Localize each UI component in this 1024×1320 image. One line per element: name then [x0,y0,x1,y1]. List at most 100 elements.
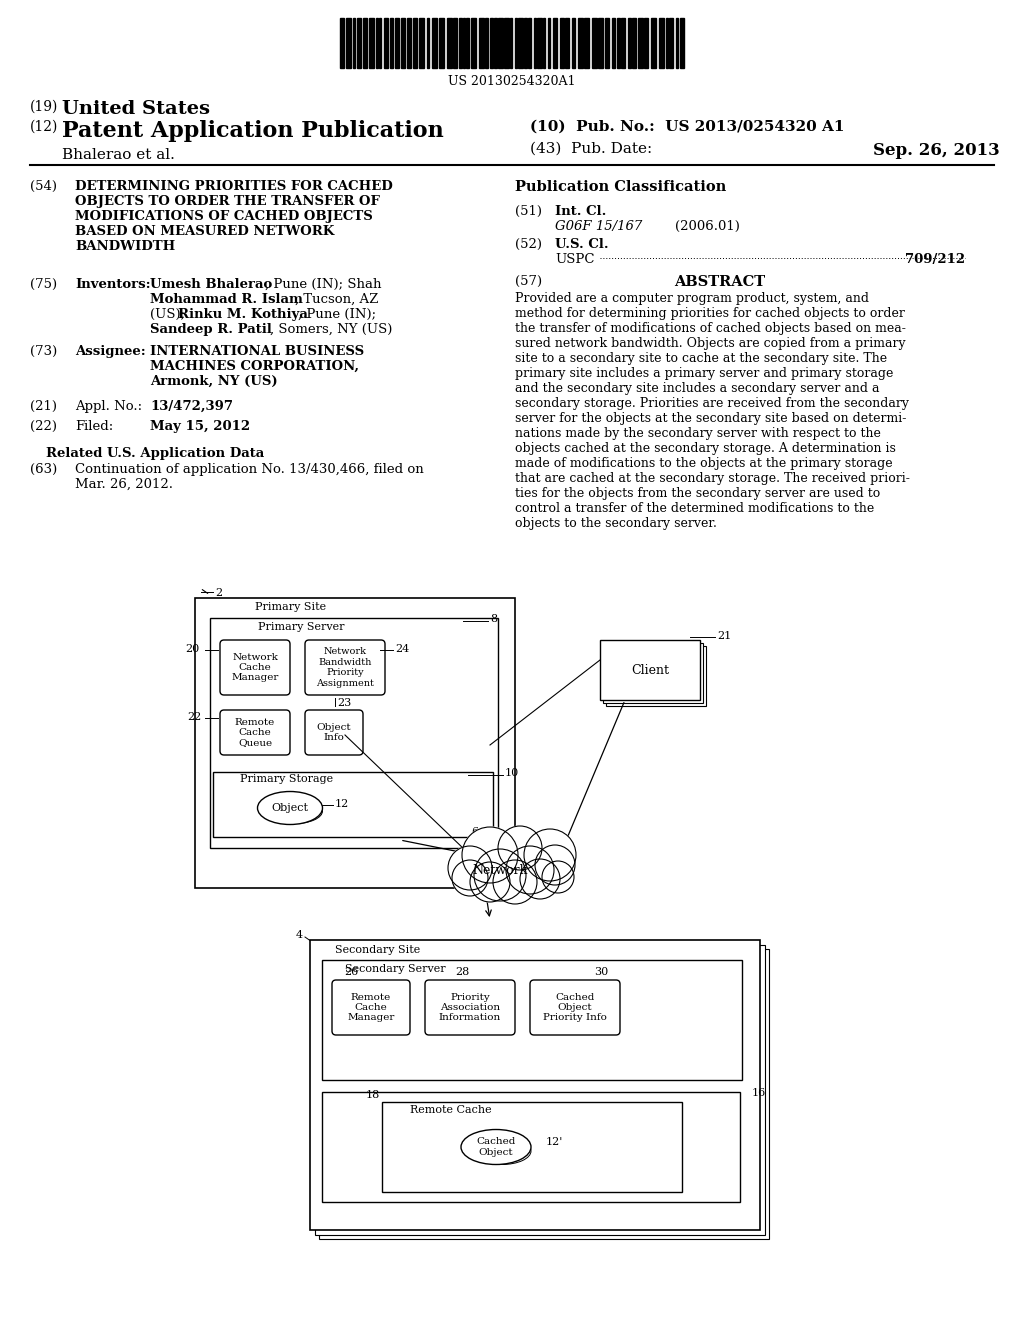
Text: Primary Storage: Primary Storage [240,774,333,784]
FancyBboxPatch shape [530,979,620,1035]
Bar [369,18,374,69]
Text: (21): (21) [30,400,57,413]
Bar [676,18,678,69]
Text: Remote
Cache
Manager: Remote Cache Manager [347,993,394,1023]
Text: 10: 10 [505,768,519,777]
Bar [659,18,664,69]
Text: 23: 23 [337,698,351,708]
Bar [322,1092,740,1203]
Bar [346,18,351,69]
Text: 21: 21 [717,631,731,642]
Bar [322,960,742,1080]
Text: Publication Classification: Publication Classification [515,180,726,194]
FancyBboxPatch shape [305,640,385,696]
Text: 12: 12 [335,799,349,809]
Text: Appl. No.:: Appl. No.: [75,400,142,413]
Bar [606,645,706,706]
Circle shape [542,861,574,894]
Bar [638,18,643,69]
Text: Cached
Object: Cached Object [476,1138,516,1156]
Text: 18: 18 [366,1090,380,1100]
Bar [592,18,597,69]
Text: DETERMINING PRIORITIES FOR CACHED
OBJECTS TO ORDER THE TRANSFER OF
MODIFICATIONS: DETERMINING PRIORITIES FOR CACHED OBJECT… [75,180,393,253]
Text: USPC: USPC [555,253,595,267]
Text: (54): (54) [30,180,57,193]
Bar [384,18,388,69]
FancyBboxPatch shape [305,710,362,755]
Bar [395,18,399,69]
Text: (43)  Pub. Date:: (43) Pub. Date: [530,143,652,156]
Bar [379,18,381,69]
Bar [362,18,367,69]
Bar [310,940,760,1230]
Bar [459,18,462,69]
Text: , Somers, NY (US): , Somers, NY (US) [270,323,392,337]
Text: 30: 30 [594,968,608,977]
Bar [666,18,668,69]
Bar [490,18,493,69]
Text: 26: 26 [344,968,358,977]
Bar [439,18,444,69]
Text: 4: 4 [296,931,303,940]
Text: 16: 16 [752,1088,766,1098]
Text: Primary Site: Primary Site [255,602,326,612]
Bar [315,945,765,1236]
Text: Bhalerao et al.: Bhalerao et al. [62,148,175,162]
Text: (73): (73) [30,345,57,358]
Text: 6: 6 [471,828,478,837]
Circle shape [470,862,510,902]
Text: Network
Cache
Manager: Network Cache Manager [231,652,279,682]
Text: (75): (75) [30,279,57,290]
Text: ABSTRACT: ABSTRACT [675,275,766,289]
Bar [494,18,497,69]
Bar [553,18,557,69]
FancyBboxPatch shape [332,979,410,1035]
Text: United States: United States [62,100,210,117]
Bar [584,18,589,69]
Bar [534,18,536,69]
Bar [498,18,503,69]
Text: (51): (51) [515,205,542,218]
Circle shape [506,846,554,894]
Text: Remote Cache: Remote Cache [410,1105,492,1115]
Text: Network
Bandwidth
Priority
Assignment: Network Bandwidth Priority Assignment [316,647,374,688]
Ellipse shape [257,792,323,825]
Ellipse shape [473,1138,531,1164]
Bar [390,18,393,69]
Text: 22: 22 [187,711,202,722]
Bar [471,18,476,69]
Text: Assignee:: Assignee: [75,345,145,358]
Text: Inventors:: Inventors: [75,279,151,290]
Bar [319,949,769,1239]
Bar [510,18,512,69]
Bar [357,18,361,69]
Ellipse shape [461,1130,531,1164]
Circle shape [498,826,542,870]
Text: (10)  Pub. No.:  US 2013/0254320 A1: (10) Pub. No.: US 2013/0254320 A1 [530,120,845,135]
Bar [515,18,517,69]
Text: 8: 8 [490,614,497,624]
Bar [628,18,631,69]
Text: Mohammad R. Islam: Mohammad R. Islam [150,293,303,306]
Text: 12': 12' [546,1137,563,1147]
Text: Int. Cl.: Int. Cl. [555,205,606,218]
Bar [605,18,609,69]
Text: Client: Client [631,664,669,676]
Bar [210,618,498,847]
Bar [578,18,583,69]
Text: Cached
Object
Priority Info: Cached Object Priority Info [543,993,607,1023]
Text: INTERNATIONAL BUSINESS
MACHINES CORPORATION,
Armonk, NY (US): INTERNATIONAL BUSINESS MACHINES CORPORAT… [150,345,365,388]
Bar [376,18,378,69]
Bar [669,18,673,69]
Bar [548,18,550,69]
Text: Provided are a computer program product, system, and
method for determining prio: Provided are a computer program product,… [515,292,910,531]
Circle shape [493,861,537,904]
Bar [463,18,465,69]
Text: Rinku M. Kothiya: Rinku M. Kothiya [178,308,308,321]
Text: Umesh Bhalerao: Umesh Bhalerao [150,279,272,290]
Bar [407,18,411,69]
Bar [560,18,564,69]
Text: 20: 20 [185,644,200,653]
Bar [213,772,493,837]
Text: (63): (63) [30,463,57,477]
